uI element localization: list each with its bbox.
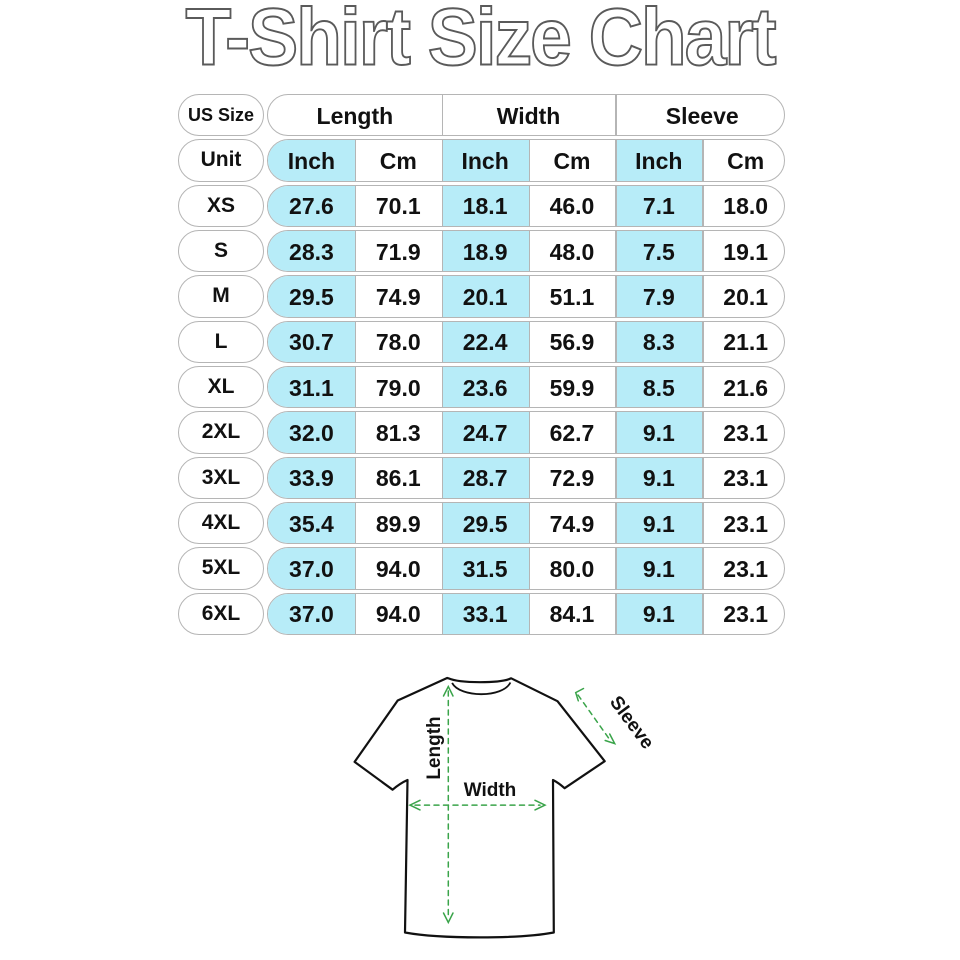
svg-text:Length: Length [424, 716, 445, 779]
svg-text:Sleeve: Sleeve [605, 692, 658, 753]
svg-text:Width: Width [464, 780, 517, 801]
